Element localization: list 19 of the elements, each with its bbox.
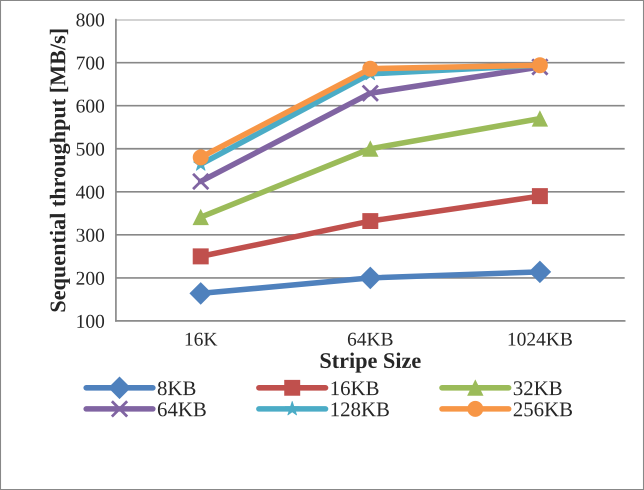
y-tick-label: 500	[76, 142, 104, 156]
legend-label: 256KB	[514, 402, 572, 416]
legend-label: 16KB	[332, 381, 378, 396]
y-axis-title: Sequential throughput [MB/s]	[50, 30, 70, 312]
x-tick-label: 16K	[186, 332, 218, 346]
x-tick-label: 64KB	[348, 332, 393, 346]
x-axis-title: Stripe Size	[320, 352, 421, 373]
y-tick-label: 100	[77, 314, 104, 328]
y-tick-label: 300	[76, 228, 104, 242]
y-tick-label: 800	[76, 13, 104, 27]
legend-label: 32KB	[514, 381, 562, 396]
x-tick-label: 1024KB	[508, 332, 572, 346]
legend-label: 128KB	[332, 402, 389, 416]
legend-label: 8KB	[158, 381, 196, 396]
legend-label: 64KB	[158, 402, 206, 416]
y-tick-label: 700	[76, 56, 104, 70]
y-tick-label: 600	[76, 100, 104, 113]
y-tick-label: 400	[76, 186, 104, 199]
y-tick-label: 200	[76, 272, 104, 285]
